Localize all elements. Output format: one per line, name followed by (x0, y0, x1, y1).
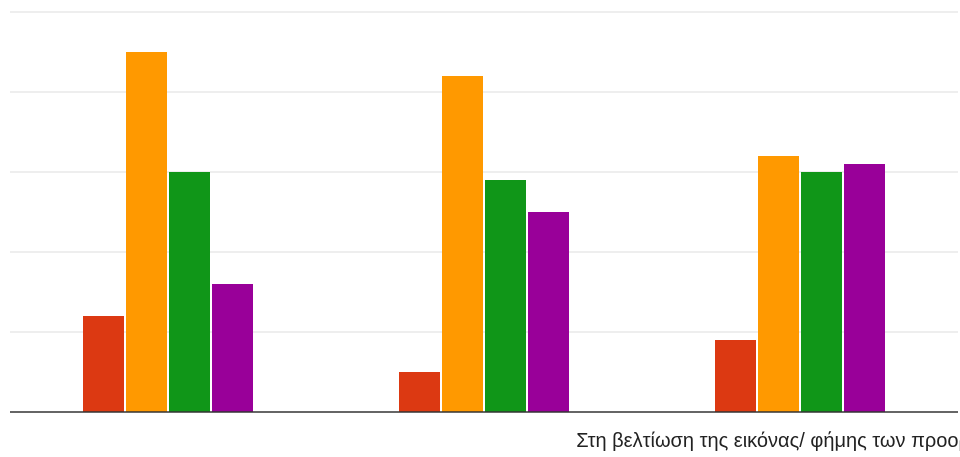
category-labels: Στη βελτίωση της εικόνας/ φήμης των προο… (576, 430, 960, 452)
bar (528, 212, 569, 412)
bar (212, 284, 253, 412)
bar (844, 164, 885, 412)
bar (442, 76, 483, 412)
bar (126, 52, 167, 412)
bar (758, 156, 799, 412)
bar (169, 172, 210, 412)
bar (485, 180, 526, 412)
bars (83, 52, 885, 412)
bar (399, 372, 440, 412)
category-label: Στη βελτίωση της εικόνας/ φήμης των προο… (576, 430, 960, 452)
bar (715, 340, 756, 412)
gridlines (10, 11, 958, 333)
bar (83, 316, 124, 412)
bar (801, 172, 842, 412)
